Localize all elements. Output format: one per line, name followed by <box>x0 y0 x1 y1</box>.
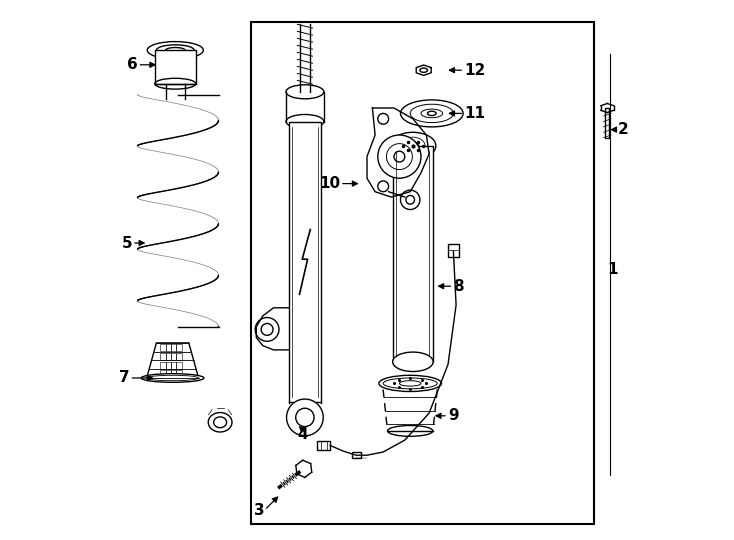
Bar <box>166 353 171 360</box>
Text: 5: 5 <box>121 235 132 251</box>
Ellipse shape <box>379 375 442 391</box>
Text: 12: 12 <box>464 63 485 78</box>
Bar <box>352 452 360 458</box>
Bar <box>171 370 176 377</box>
Bar <box>176 353 182 360</box>
Ellipse shape <box>141 374 204 382</box>
Bar <box>171 353 176 360</box>
Bar <box>171 362 176 369</box>
Bar <box>160 344 166 351</box>
Ellipse shape <box>401 190 420 210</box>
Bar <box>155 50 196 84</box>
Text: 2: 2 <box>618 122 629 137</box>
Text: 7: 7 <box>119 370 129 386</box>
Text: 11: 11 <box>464 106 485 121</box>
Bar <box>166 362 171 369</box>
Ellipse shape <box>401 100 463 127</box>
Bar <box>171 344 176 351</box>
Bar <box>176 362 182 369</box>
Bar <box>251 22 594 524</box>
Bar <box>160 362 166 369</box>
Bar <box>393 146 433 362</box>
Ellipse shape <box>286 114 324 129</box>
Ellipse shape <box>255 318 279 341</box>
Bar <box>160 370 166 377</box>
Polygon shape <box>147 343 198 378</box>
Ellipse shape <box>286 399 323 436</box>
Bar <box>317 441 330 450</box>
Text: 10: 10 <box>319 176 340 191</box>
Bar <box>166 344 171 351</box>
Text: 4: 4 <box>297 427 308 442</box>
Bar <box>160 353 166 360</box>
Text: 1: 1 <box>608 262 618 278</box>
Ellipse shape <box>378 135 421 178</box>
Text: 6: 6 <box>127 57 137 72</box>
Ellipse shape <box>393 352 433 372</box>
Ellipse shape <box>378 181 388 192</box>
Ellipse shape <box>286 85 324 99</box>
Text: 3: 3 <box>254 503 264 518</box>
Bar <box>288 122 321 402</box>
Ellipse shape <box>208 413 232 432</box>
Ellipse shape <box>378 113 388 124</box>
Bar <box>448 244 459 256</box>
Bar <box>605 108 609 138</box>
Text: 9: 9 <box>448 408 459 423</box>
Bar <box>176 344 182 351</box>
Ellipse shape <box>148 42 203 59</box>
Bar <box>176 370 182 377</box>
Ellipse shape <box>388 426 433 436</box>
Bar <box>166 370 171 377</box>
Text: 8: 8 <box>454 279 464 294</box>
Ellipse shape <box>390 132 436 159</box>
